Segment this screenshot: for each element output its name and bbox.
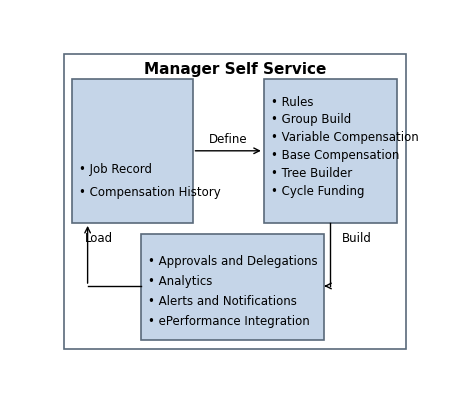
- Text: • Tree Builder: • Tree Builder: [271, 167, 352, 180]
- Text: Define: Define: [209, 132, 247, 146]
- Text: • Cycle Funding: • Cycle Funding: [271, 185, 364, 198]
- Text: • Analytics: • Analytics: [148, 275, 213, 288]
- Bar: [141, 234, 324, 340]
- Bar: [72, 79, 193, 223]
- Text: • Job Record: • Job Record: [79, 163, 152, 176]
- Text: • Rules: • Rules: [271, 95, 313, 109]
- Text: • Variable Compensation: • Variable Compensation: [271, 131, 419, 144]
- Text: • Approvals and Delegations: • Approvals and Delegations: [148, 255, 318, 268]
- Text: • Compensation History: • Compensation History: [79, 186, 220, 199]
- Bar: [264, 79, 397, 223]
- Text: • Group Build: • Group Build: [271, 113, 351, 126]
- Text: • Base Compensation: • Base Compensation: [271, 149, 399, 162]
- Text: • ePerformance Integration: • ePerformance Integration: [148, 315, 310, 328]
- Text: • Alerts and Notifications: • Alerts and Notifications: [148, 295, 297, 308]
- Text: Load: Load: [84, 232, 112, 245]
- Text: Manager Self Service: Manager Self Service: [144, 62, 326, 77]
- Text: Build: Build: [342, 232, 372, 245]
